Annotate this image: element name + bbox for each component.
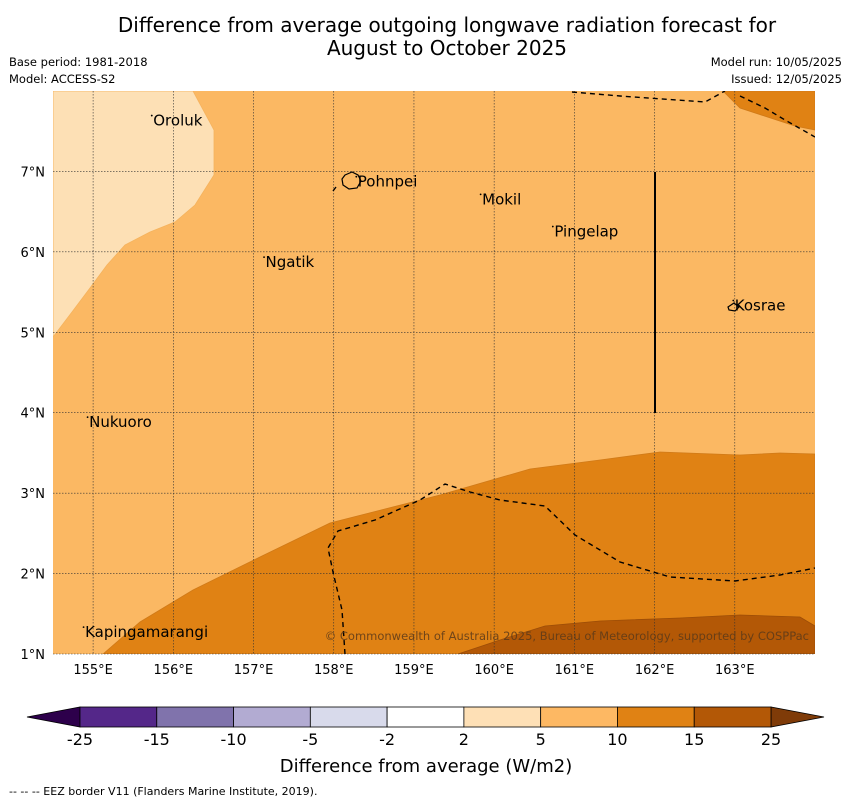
lon-tick-label: 160°E xyxy=(474,663,514,678)
colorbar: -25 -15 -10 -5 -2 2 5 10 15 25 xyxy=(26,706,825,749)
colorbar-under-arrow xyxy=(26,706,81,728)
eez-borders xyxy=(327,91,815,654)
colorbar-tick-label: 2 xyxy=(459,730,469,749)
lat-tick-label: 7°N xyxy=(21,165,46,180)
lon-tick-label: 157°E xyxy=(234,663,274,678)
place-labels: Oroluk Pohnpei Mokil Pingelap Ngatik Kosrae Nu… xyxy=(82,112,786,641)
lon-tick-label: 159°E xyxy=(394,663,434,678)
kosrae-island-outline xyxy=(727,302,740,312)
lon-tick-label: 163°E xyxy=(715,663,755,678)
colorbar-segment xyxy=(463,706,542,728)
lat-tick-label: 2°N xyxy=(21,568,46,583)
eez-border-northeast xyxy=(739,95,815,138)
place-label: Kapingamarangi xyxy=(85,623,208,641)
colorbar-tick-label: 5 xyxy=(536,730,546,749)
colorbar-tick-label: 25 xyxy=(761,730,781,749)
colorbar-tick-label: -10 xyxy=(220,730,246,749)
colorbar-segment xyxy=(617,706,695,728)
meta-right: Model run: 10/05/2025 Issued: 12/05/2025 xyxy=(711,54,842,88)
shade-15-25 xyxy=(457,614,815,654)
colorbar-segment xyxy=(540,706,618,728)
place-marker xyxy=(479,193,482,196)
place-label: Oroluk xyxy=(153,112,202,130)
eez-border-south xyxy=(327,483,815,654)
copyright-notice: © Commonwealth of Australia 2025, Bureau… xyxy=(325,629,809,643)
place-marker xyxy=(355,175,358,178)
base-period: Base period: 1981-2018 xyxy=(9,55,148,69)
place-label: Mokil xyxy=(482,190,521,208)
meta-left: Base period: 1981-2018 Model: ACCESS-S2 xyxy=(9,54,148,88)
colorbar-tick-label: 10 xyxy=(607,730,627,749)
colorbar-tick-label: 15 xyxy=(684,730,704,749)
eez-border-north xyxy=(571,91,726,103)
shade-10-15-south xyxy=(102,451,815,654)
place-label: Nukuoro xyxy=(89,413,152,431)
lon-tick-label: 156°E xyxy=(154,663,194,678)
title-line-1: Difference from average outgoing longwav… xyxy=(117,13,777,37)
model-run: Model run: 10/05/2025 xyxy=(710,55,842,69)
place-marker xyxy=(150,114,153,117)
shade-10-15-north xyxy=(722,91,815,131)
colorbar-segment xyxy=(79,706,158,728)
colorbar-segment xyxy=(233,706,311,728)
colorbar-tick-label: -25 xyxy=(67,730,93,749)
axis-labels: 155°E 156°E 157°E 158°E 159°E 160°E 161°E 162°E… xyxy=(21,165,755,678)
place-label: Ngatik xyxy=(266,253,315,271)
place-label: Kosrae xyxy=(735,297,786,315)
eez-border-tick xyxy=(332,186,337,192)
issued-date: Issued: 12/05/2025 xyxy=(731,72,842,86)
lon-tick-label: 161°E xyxy=(555,663,595,678)
colorbar-segment xyxy=(309,706,388,728)
colorbar-label: Difference from average (W/m2) xyxy=(280,756,572,777)
place-marker xyxy=(732,299,735,302)
lat-tick-label: 3°N xyxy=(21,487,46,502)
lon-tick-label: 162°E xyxy=(635,663,675,678)
colorbar-segment xyxy=(693,706,772,728)
footer-note: -- -- -- EEZ border V11 (Flanders Marine… xyxy=(9,785,318,798)
place-marker xyxy=(263,256,265,259)
place-label: Pohnpei xyxy=(358,173,418,191)
place-marker xyxy=(551,225,554,228)
colorbar-segment xyxy=(386,706,465,728)
place-label: Pingelap xyxy=(554,223,618,241)
pohnpei-island-outline xyxy=(341,171,362,190)
island-outlines xyxy=(341,171,740,312)
lat-tick-label: 1°N xyxy=(21,648,46,663)
grid-lines xyxy=(53,91,815,655)
chart-title: Difference from average outgoing longwav… xyxy=(0,14,850,60)
lat-tick-label: 5°N xyxy=(21,326,46,341)
colorbar-tick-label: -15 xyxy=(144,730,170,749)
colorbar-tick-label: -5 xyxy=(302,730,318,749)
lat-tick-label: 4°N xyxy=(21,407,46,422)
model-name: Model: ACCESS-S2 xyxy=(9,72,116,86)
map-plot-area xyxy=(53,91,815,654)
lon-tick-label: 158°E xyxy=(314,663,354,678)
place-marker xyxy=(86,416,89,419)
title-line-2: August to October 2025 xyxy=(326,36,568,60)
lat-tick-label: 6°N xyxy=(21,246,46,261)
colorbar-over-arrow xyxy=(770,706,825,728)
colorbar-tick-label: -2 xyxy=(379,730,395,749)
colorbar-segment xyxy=(156,706,234,728)
lon-tick-label: 155°E xyxy=(73,663,113,678)
place-marker xyxy=(82,626,85,628)
